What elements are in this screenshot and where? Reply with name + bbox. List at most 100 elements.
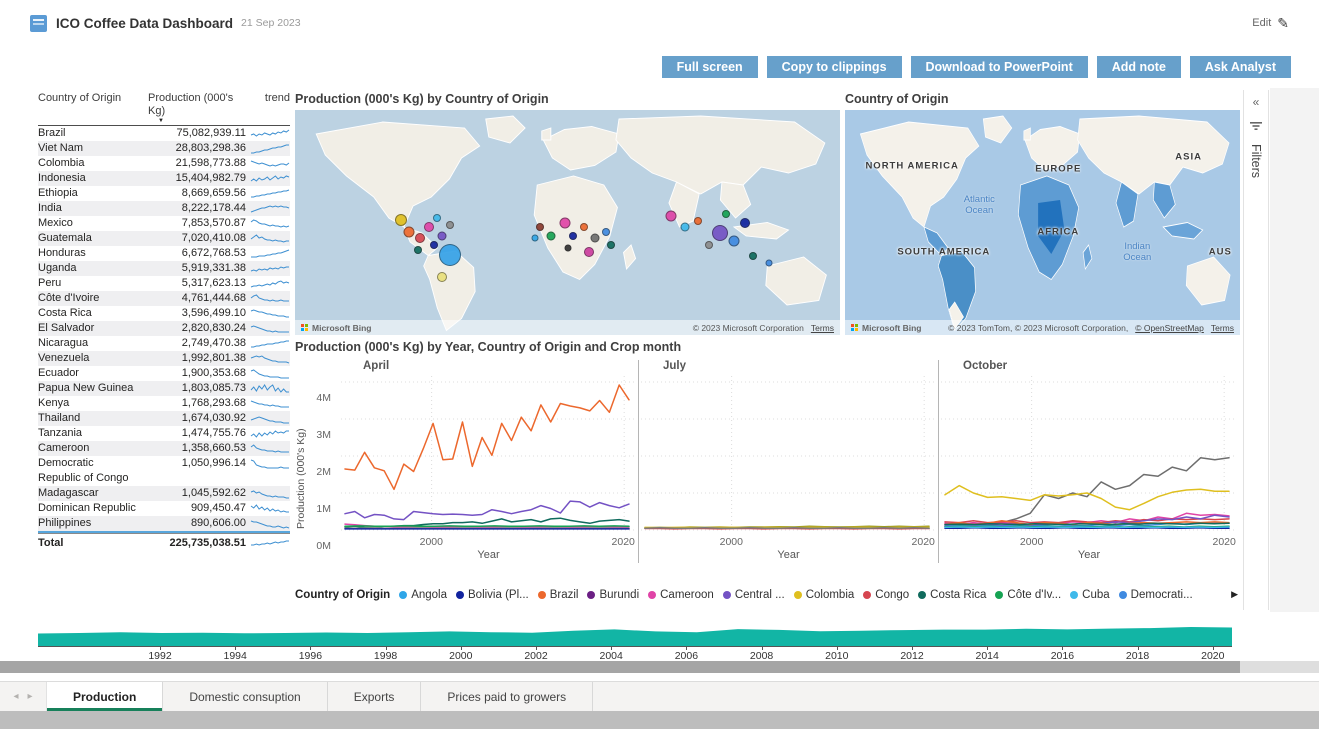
map-bubble[interactable] <box>579 223 588 231</box>
column-header-trend[interactable]: trend <box>264 92 290 104</box>
table-row[interactable]: Côte d'Ivoire 4,761,444.68 <box>38 291 290 306</box>
copy-to-clippings-button[interactable]: Copy to clippings <box>766 56 902 78</box>
production-table[interactable]: Country of Origin Production (000's Kg) … <box>38 92 290 606</box>
year-timeline-slider[interactable]: 1992 1994 1996 1998 2000 2002 2004 2006 2008 2010… <box>38 620 1232 664</box>
edit-button[interactable]: Edit ✎ <box>1252 15 1289 32</box>
line-panel-october[interactable]: October 2000 2020 Year <box>939 360 1239 563</box>
table-row[interactable]: India 8,222,178.44 <box>38 201 290 216</box>
line-panel-april[interactable]: April 2000 2020 Year <box>339 360 639 563</box>
bubble-map-visual[interactable]: Production (000's Kg) by Country of Orig… <box>295 92 840 335</box>
table-header[interactable]: Country of Origin Production (000's Kg) … <box>38 92 290 126</box>
map-bubble[interactable] <box>601 227 610 236</box>
map-bubble[interactable] <box>439 244 462 267</box>
full-screen-button[interactable]: Full screen <box>661 56 758 78</box>
map-bubble[interactable] <box>721 209 730 218</box>
table-row[interactable]: Papua New Guinea 1,803,085.73 <box>38 381 290 396</box>
table-row[interactable]: Tanzania 1,474,755.76 <box>38 426 290 441</box>
table-row[interactable]: El Salvador 2,820,830.24 <box>38 321 290 336</box>
region-map-visual[interactable]: Country of Origin <box>845 92 1240 335</box>
map-bubble[interactable] <box>429 241 438 249</box>
column-header-country[interactable]: Country of Origin <box>38 92 122 104</box>
openstreetmap-link[interactable]: © OpenStreetMap <box>1135 322 1204 333</box>
legend-item[interactable]: Cameroon <box>648 589 714 601</box>
legend-item[interactable]: Democrati... <box>1118 589 1193 601</box>
map-bubble[interactable] <box>712 224 729 241</box>
legend-item[interactable]: Angola <box>399 589 447 601</box>
legend-overflow-arrow[interactable]: ▶ <box>1231 589 1238 599</box>
table-row[interactable]: Uganda 5,919,331.38 <box>38 261 290 276</box>
table-row[interactable]: Nicaragua 2,749,470.38 <box>38 336 290 351</box>
legend-item[interactable]: Bolivia (Pl... <box>456 589 529 601</box>
table-row[interactable]: Cameroon 1,358,660.53 <box>38 441 290 456</box>
map-bubble[interactable] <box>403 226 415 237</box>
tab-domestic-consumption[interactable]: Domestic consuption <box>163 682 328 711</box>
table-row[interactable]: Guatemala 7,020,410.08 <box>38 231 290 246</box>
legend-item[interactable]: Cuba <box>1070 589 1110 601</box>
map-bubble[interactable] <box>680 222 690 232</box>
column-header-production[interactable]: Production (000's Kg) ▼ <box>138 92 246 124</box>
table-row[interactable]: Madagascar 1,045,592.62 <box>38 486 290 501</box>
map-bubble[interactable] <box>546 231 556 241</box>
legend-item[interactable]: Colombia <box>793 589 854 601</box>
expand-filters-icon[interactable]: « <box>1252 95 1260 109</box>
sort-descending-icon[interactable]: ▼ <box>158 118 164 124</box>
line-chart-visual[interactable]: Production (000's Kg) by Year, Country o… <box>295 340 1240 606</box>
map-bubble[interactable] <box>584 246 595 257</box>
table-row[interactable]: Venezuela 1,992,801.38 <box>38 351 290 366</box>
map-bubble[interactable] <box>665 210 677 222</box>
region-map-canvas[interactable]: NORTH AMERICA EUROPE ASIA AFRICA SOUTH AMERI… <box>845 110 1240 335</box>
ask-analyst-button[interactable]: Ask Analyst <box>1189 56 1291 78</box>
map-bubble[interactable] <box>765 259 773 267</box>
table-row[interactable]: Costa Rica 3,596,499.10 <box>38 306 290 321</box>
line-panel-july[interactable]: July 2000 2020 Year <box>639 360 939 563</box>
map-bubble[interactable] <box>694 217 703 226</box>
table-row[interactable]: Viet Nam 28,803,298.36 <box>38 141 290 156</box>
table-row[interactable]: Honduras 6,672,768.53 <box>38 246 290 261</box>
tab-prices-paid-to-growers[interactable]: Prices paid to growers <box>421 682 594 711</box>
horizontal-scrollbar-thumb[interactable] <box>0 661 1240 673</box>
add-note-button[interactable]: Add note <box>1096 56 1181 78</box>
bubble-map-canvas[interactable]: Microsoft Bing © 2023 Microsoft Corporat… <box>295 110 840 335</box>
prev-page-icon[interactable]: ◂ <box>13 691 19 702</box>
map-bubble[interactable] <box>395 214 408 227</box>
table-row[interactable]: Brazil 75,082,939.11 <box>38 126 290 141</box>
table-row[interactable]: Kenya 1,768,293.68 <box>38 396 290 411</box>
table-row[interactable]: Ecuador 1,900,353.68 <box>38 366 290 381</box>
map-bubble[interactable] <box>607 241 616 249</box>
table-row[interactable]: Philippines 890,606.00 <box>38 516 290 533</box>
table-row[interactable]: Thailand 1,674,030.92 <box>38 411 290 426</box>
table-row[interactable]: Mexico 7,853,570.87 <box>38 216 290 231</box>
table-row[interactable]: Peru 5,317,623.13 <box>38 276 290 291</box>
filters-pane-label[interactable]: Filters <box>1249 144 1263 179</box>
map-bubble[interactable] <box>748 252 757 261</box>
table-row[interactable]: Ethiopia 8,669,659.56 <box>38 186 290 201</box>
map-bubble[interactable] <box>568 232 577 240</box>
table-row[interactable]: Dominican Republic 909,450.47 <box>38 501 290 516</box>
table-row[interactable]: Democratic Republic of Congo 1,050,996.14 <box>38 456 290 486</box>
legend-item[interactable]: Côte d'Iv... <box>995 589 1061 601</box>
map-bubble[interactable] <box>437 271 448 282</box>
map-bubble[interactable] <box>423 222 434 232</box>
map-bubble[interactable] <box>564 244 571 252</box>
map-bubble[interactable] <box>446 220 455 229</box>
table-row[interactable]: Indonesia 15,404,982.79 <box>38 171 290 186</box>
map-bubble[interactable] <box>415 233 426 244</box>
map-bubble[interactable] <box>531 234 539 242</box>
terms-link[interactable]: Terms <box>1210 322 1234 333</box>
legend-item[interactable]: Congo <box>863 589 909 601</box>
next-page-icon[interactable]: ▸ <box>27 691 33 702</box>
map-bubble[interactable] <box>413 245 422 254</box>
map-bubble[interactable] <box>536 223 545 231</box>
legend-item[interactable]: Burundi <box>587 589 639 601</box>
legend-item[interactable]: Brazil <box>537 589 578 601</box>
legend-item[interactable]: Central ... <box>722 589 785 601</box>
terms-link[interactable]: Terms <box>810 322 834 333</box>
map-bubble[interactable] <box>705 241 714 249</box>
map-bubble[interactable] <box>437 231 447 241</box>
map-bubble[interactable] <box>590 233 600 243</box>
map-bubble[interactable] <box>559 217 571 228</box>
map-bubble[interactable] <box>728 235 740 246</box>
download-powerpoint-button[interactable]: Download to PowerPoint <box>910 56 1088 78</box>
tab-exports[interactable]: Exports <box>328 682 422 711</box>
table-row[interactable]: Colombia 21,598,773.88 <box>38 156 290 171</box>
